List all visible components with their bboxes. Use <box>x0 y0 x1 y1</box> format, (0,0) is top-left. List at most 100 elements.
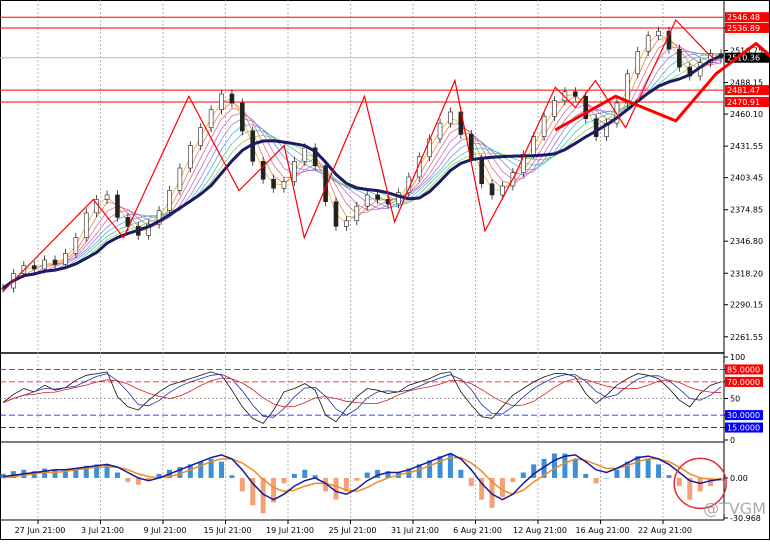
candle-body <box>63 252 68 265</box>
candle-body <box>573 91 578 97</box>
rsi-level-tag <box>725 364 763 375</box>
candle-body <box>354 205 360 222</box>
macd-histogram-bar <box>427 460 433 478</box>
macd-histogram-bar <box>635 456 641 478</box>
macd-histogram-bar <box>114 472 120 478</box>
macd-histogram-bar <box>604 477 610 479</box>
candle-body <box>83 212 89 238</box>
macd-histogram-bar <box>614 469 620 478</box>
macd-histogram-bar <box>177 467 183 478</box>
candle-body <box>292 161 297 182</box>
macd-histogram-bar <box>73 468 79 478</box>
macd-histogram-bar <box>333 477 339 500</box>
macd-histogram-bar <box>187 464 193 478</box>
x-tick-label: 15 Jul 21:00 <box>204 526 252 535</box>
macd-histogram-bar <box>208 458 214 478</box>
macd-histogram-bar <box>271 477 277 503</box>
candle-body <box>240 102 245 132</box>
macd-histogram-bar <box>146 477 152 481</box>
ma-ribbon-line <box>2 32 722 289</box>
rsi-level-label: 85.0000 <box>727 365 760 374</box>
rsi-level-label: 70.0000 <box>727 378 760 387</box>
ma-ribbon-line <box>2 52 722 289</box>
price-level-label: 2546.48 <box>727 13 760 22</box>
candle-body <box>541 116 547 137</box>
macd-histogram-bar <box>666 475 672 478</box>
candle-body <box>198 127 204 146</box>
macd-histogram-bar <box>198 461 204 478</box>
candle-body <box>677 48 682 68</box>
macd-histogram-bar <box>156 473 162 478</box>
price-tick-label: 2431.55 <box>730 142 763 151</box>
candle-body <box>489 183 495 196</box>
candle-body <box>146 223 151 236</box>
macd-histogram-bar <box>437 456 443 478</box>
candle-body <box>531 136 536 155</box>
x-tick-label: 9 Jul 21:00 <box>144 526 187 535</box>
x-tick-label: 16 Aug 21:00 <box>576 526 630 535</box>
rsi-level-tag <box>725 410 763 421</box>
macd-histogram-bar <box>239 477 245 492</box>
macd-histogram-bar <box>250 477 256 506</box>
candle-body <box>552 100 557 117</box>
zigzag-line <box>2 18 717 292</box>
candle-body <box>271 178 276 189</box>
rsi-tick-label: 100 <box>730 353 745 362</box>
candle-body <box>281 181 287 189</box>
x-tick-label: 31 Jul 21:00 <box>391 526 439 535</box>
candle-body <box>656 30 661 36</box>
price-tick-label: 2374.85 <box>730 206 763 215</box>
ma-ribbon-line <box>2 52 722 289</box>
rsi-line <box>2 371 722 424</box>
macd-histogram-bar <box>375 469 381 478</box>
macd-histogram-bar <box>135 477 141 485</box>
macd-histogram-bar <box>593 477 599 484</box>
macd-highlight-circle <box>673 457 727 510</box>
price-tick-label: 2290.15 <box>730 301 763 310</box>
candle-body <box>208 109 214 128</box>
macd-histogram-bar <box>458 469 464 478</box>
macd-histogram-bar <box>281 477 287 484</box>
macd-tick-label: -30.968 <box>730 514 761 523</box>
price-level-label: 2481.47 <box>727 86 760 95</box>
current-price-label: 2510.36 <box>727 54 760 63</box>
macd-histogram-bar <box>447 453 453 478</box>
candle-body <box>31 265 37 270</box>
macd-histogram-bar <box>489 477 495 508</box>
candle-body <box>333 201 339 227</box>
candle-body <box>177 167 183 191</box>
candle-body <box>416 156 422 178</box>
macd-histogram-bar <box>676 477 682 487</box>
macd-histogram-bar <box>323 477 329 492</box>
macd-signal-line <box>2 456 721 496</box>
price-tick-label: 2318.20 <box>730 269 763 278</box>
candle-body <box>167 190 172 211</box>
candle-body <box>437 122 443 140</box>
macd-histogram-bar <box>562 453 568 478</box>
candle-body <box>302 147 308 162</box>
candle-body <box>396 192 401 205</box>
candle-body <box>115 194 120 218</box>
macd-histogram-bar <box>499 477 505 497</box>
macd-histogram-bar <box>645 458 651 478</box>
macd-histogram-bar <box>354 477 360 481</box>
candle-body <box>42 259 47 270</box>
price-level-tag <box>725 22 769 33</box>
candle-body <box>312 147 318 167</box>
ma-ribbon-line <box>2 41 722 289</box>
macd-histogram-bar <box>291 473 297 478</box>
price-tick-label: 2488.15 <box>730 79 763 88</box>
price-tick-label: 2460.10 <box>730 110 763 119</box>
price-level-label: 2470.91 <box>727 98 760 107</box>
macd-histogram-bar <box>708 477 714 487</box>
forecast-path <box>554 42 770 132</box>
long-ma-line <box>2 54 722 290</box>
macd-histogram-bar <box>385 471 391 478</box>
price-level-label: 2536.89 <box>727 24 760 33</box>
macd-histogram-bar <box>531 464 537 478</box>
ma-ribbon-line <box>2 50 722 289</box>
price-tick-label: 2403.45 <box>730 174 763 183</box>
candle-body <box>625 73 630 104</box>
